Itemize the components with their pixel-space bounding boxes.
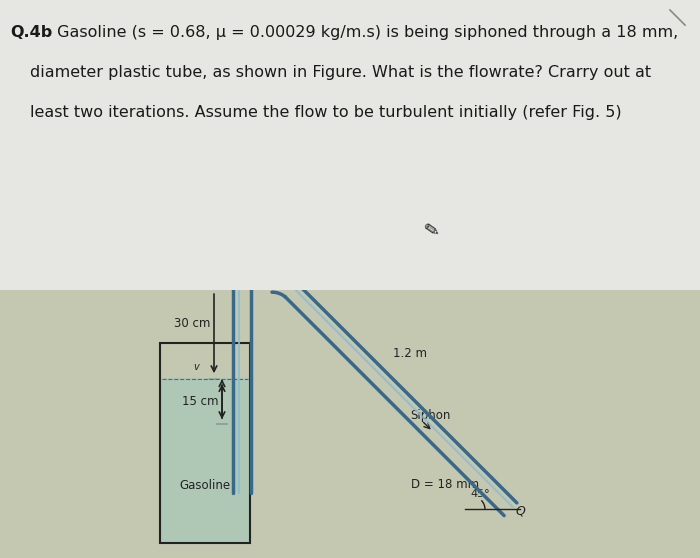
Bar bbox=[161, 378, 249, 542]
Bar bbox=[160, 343, 250, 543]
Text: Siphon: Siphon bbox=[410, 409, 451, 422]
Text: Q.4b: Q.4b bbox=[10, 25, 52, 40]
Text: Gasoline: Gasoline bbox=[179, 479, 230, 492]
Text: 45°: 45° bbox=[470, 489, 490, 499]
Text: 30 cm: 30 cm bbox=[174, 316, 210, 330]
Text: 1.2 m: 1.2 m bbox=[393, 347, 426, 360]
Text: Q: Q bbox=[515, 505, 526, 518]
Text: diameter plastic tube, as shown in Figure. What is the flowrate? Crarry out at: diameter plastic tube, as shown in Figur… bbox=[30, 65, 651, 80]
Text: v: v bbox=[193, 362, 199, 372]
Text: 15 cm: 15 cm bbox=[181, 395, 218, 408]
Text: least two iterations. Assume the flow to be turbulent initially (refer Fig. 5): least two iterations. Assume the flow to… bbox=[30, 105, 622, 121]
Text: Gasoline (s = 0.68, μ = 0.00029 kg/m.s) is being siphoned through a 18 mm,: Gasoline (s = 0.68, μ = 0.00029 kg/m.s) … bbox=[52, 25, 678, 40]
Text: ✏: ✏ bbox=[418, 218, 442, 243]
Text: D = 18 mm: D = 18 mm bbox=[411, 478, 480, 491]
